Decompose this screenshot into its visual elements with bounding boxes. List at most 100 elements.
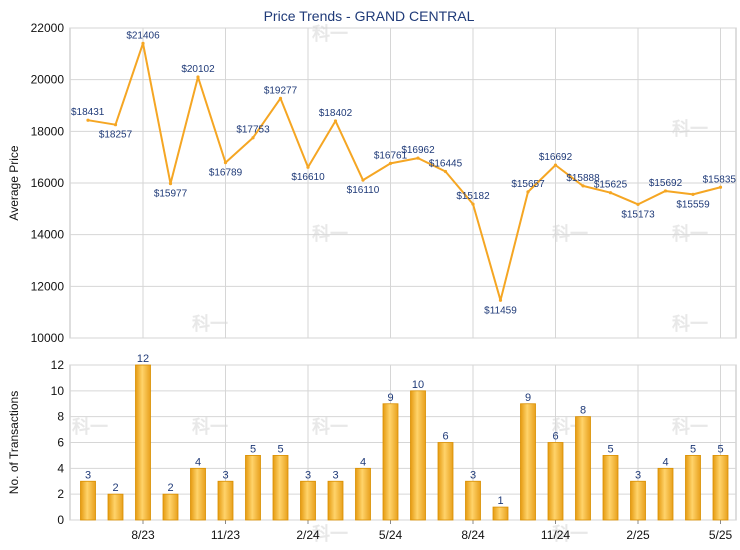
watermark-text: 科一 <box>192 416 228 438</box>
transactions-bar <box>685 455 701 521</box>
price-point <box>581 184 585 188</box>
price-y-tick-label: 20000 <box>31 73 65 87</box>
transactions-y-tick-label: 2 <box>57 487 64 501</box>
price-point <box>636 202 640 206</box>
price-data-label: $16962 <box>401 145 435 156</box>
transactions-data-label: 3 <box>305 469 311 481</box>
transactions-data-label: 1 <box>497 495 503 507</box>
transactions-data-label: 3 <box>332 469 338 481</box>
watermark-text: 科一 <box>72 416 108 438</box>
transactions-data-label: 2 <box>112 482 118 494</box>
price-point <box>526 190 530 194</box>
transactions-bar <box>437 442 454 521</box>
transactions-y-tick-label: 12 <box>51 358 65 372</box>
transactions-data-label: 4 <box>662 456 668 468</box>
price-y-tick-label: 10000 <box>31 331 65 345</box>
x-tick-label: 11/23 <box>211 528 240 542</box>
transactions-y-tick-label: 6 <box>57 436 64 450</box>
transactions-data-label: 5 <box>717 443 723 455</box>
price-data-label: $15977 <box>154 189 188 200</box>
price-point <box>196 75 200 79</box>
x-tick-label: 5/25 <box>709 528 733 542</box>
price-data-label: $16445 <box>429 159 463 170</box>
watermark-text: 科一 <box>192 313 228 335</box>
price-data-label: $15888 <box>566 173 600 184</box>
transactions-bar <box>520 403 536 521</box>
price-data-label: $15657 <box>511 179 545 190</box>
transactions-data-label: 6 <box>552 431 558 443</box>
price-data-label: $20102 <box>181 64 215 75</box>
transactions-data-label: 2 <box>167 482 173 494</box>
price-data-label: $18402 <box>319 108 353 119</box>
transactions-data-label: 9 <box>525 392 531 404</box>
price-point <box>141 41 145 45</box>
price-point <box>471 202 475 206</box>
x-tick-label: 11/24 <box>541 528 570 542</box>
price-y-tick-label: 12000 <box>31 279 65 293</box>
x-tick-label: 2/24 <box>296 528 320 542</box>
transactions-data-label: 10 <box>412 379 424 391</box>
transactions-bar <box>190 467 206 521</box>
price-data-label: $16761 <box>374 150 408 161</box>
price-data-label: $18431 <box>71 107 105 118</box>
price-point <box>223 161 228 165</box>
transactions-bar <box>712 455 729 521</box>
transactions-data-label: 4 <box>360 456 366 468</box>
transactions-bar <box>382 403 399 521</box>
price-point <box>498 298 503 302</box>
watermark-text: 科一 <box>672 223 708 245</box>
transactions-bar <box>217 480 234 521</box>
price-y-axis-label: Average Price <box>7 145 21 220</box>
price-point <box>388 161 393 165</box>
price-data-label: $15835 <box>703 174 737 185</box>
price-y-tick-label: 14000 <box>31 228 65 242</box>
price-data-label: $18257 <box>99 130 133 141</box>
transactions-bar <box>162 493 179 521</box>
price-point <box>663 189 668 193</box>
x-tick-label: 8/24 <box>461 528 485 542</box>
transactions-data-label: 6 <box>442 431 448 443</box>
transactions-y-tick-label: 0 <box>57 513 64 527</box>
price-point <box>718 185 723 189</box>
price-point <box>168 181 173 186</box>
transactions-bar <box>135 364 151 521</box>
watermark-text: 科一 <box>552 523 588 545</box>
price-point <box>691 192 695 196</box>
watermark-text: 科一 <box>552 223 588 245</box>
transactions-data-label: 3 <box>85 469 91 481</box>
price-point <box>113 123 118 127</box>
price-data-label: $15173 <box>621 209 655 220</box>
transactions-bar <box>492 506 509 521</box>
price-data-label: $11459 <box>484 305 517 316</box>
transactions-data-label: 9 <box>387 392 393 404</box>
x-tick-label: 8/23 <box>131 528 155 542</box>
price-data-label: $16110 <box>347 185 380 196</box>
price-data-label: $16692 <box>539 152 573 163</box>
transactions-data-label: 5 <box>250 443 256 455</box>
price-y-tick-label: 18000 <box>31 124 65 138</box>
transactions-y-tick-label: 4 <box>57 461 64 475</box>
watermark-text: 科一 <box>312 416 348 438</box>
transactions-y-axis-label: No. of Transactions <box>7 391 21 494</box>
price-y-tick-label: 16000 <box>31 176 65 190</box>
transactions-bar <box>355 467 371 521</box>
price-point <box>443 169 448 174</box>
transactions-data-label: 3 <box>470 469 476 481</box>
transactions-bar <box>107 493 124 521</box>
price-data-label: $21406 <box>126 30 160 41</box>
transactions-data-label: 5 <box>277 443 283 455</box>
watermark-text: 科一 <box>312 23 348 45</box>
transactions-bar <box>327 480 344 521</box>
transactions-data-label: 8 <box>580 405 586 417</box>
price-data-label: $16610 <box>291 172 325 183</box>
price-data-label: $15559 <box>676 199 710 210</box>
transactions-bar <box>300 480 316 521</box>
price-point <box>251 136 255 140</box>
transactions-bar <box>657 467 674 521</box>
price-data-label: $19277 <box>264 85 298 96</box>
transactions-bar <box>410 390 426 521</box>
price-point <box>361 178 365 182</box>
transactions-bar <box>630 480 646 521</box>
